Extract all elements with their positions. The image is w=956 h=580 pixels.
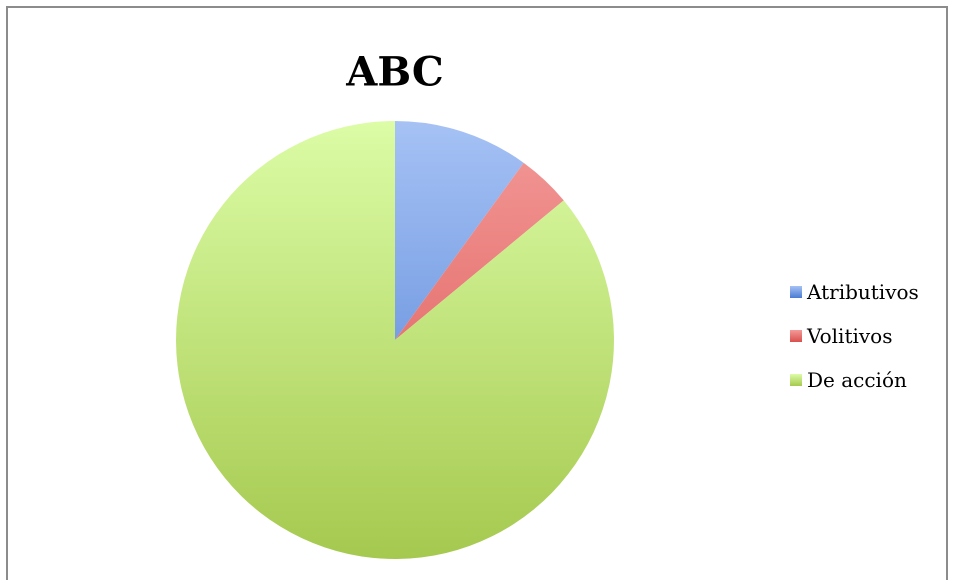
pie-slice-de-acci-n <box>175 121 614 559</box>
legend-label: Atributivos <box>807 280 919 304</box>
legend-swatch <box>790 330 802 342</box>
legend-item: Volitivos <box>790 324 919 348</box>
pie-slice-volitivos <box>395 162 564 340</box>
legend-label: Volitivos <box>807 324 893 348</box>
legend-item: Atributivos <box>790 280 919 304</box>
chart-legend: Atributivos Volitivos De acción <box>790 280 919 412</box>
chart-title: ABC <box>346 48 444 96</box>
legend-label: De acción <box>807 368 907 392</box>
legend-swatch <box>790 286 802 298</box>
legend-swatch <box>790 374 802 386</box>
pie-slice-atributivos <box>395 121 524 340</box>
legend-item: De acción <box>790 368 919 392</box>
